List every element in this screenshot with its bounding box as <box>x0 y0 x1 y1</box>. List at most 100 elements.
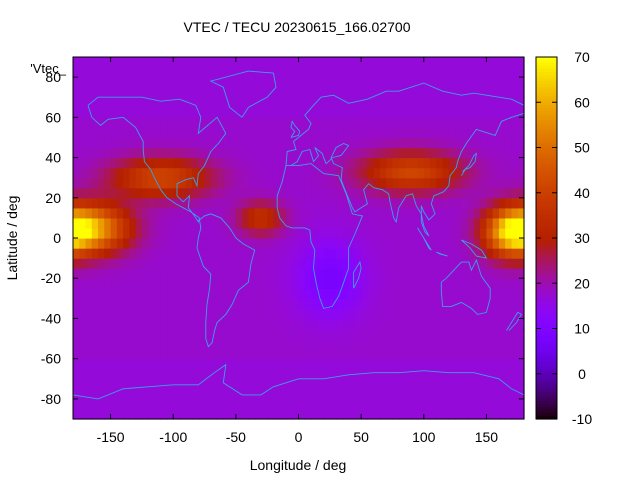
heatmap-cell <box>392 368 400 380</box>
heatmap-cell <box>354 147 362 159</box>
heatmap-cell <box>379 157 387 169</box>
heatmap-cell <box>473 388 481 400</box>
heatmap-cell <box>173 358 181 370</box>
heatmap-cell <box>461 298 469 309</box>
heatmap-cell <box>336 268 343 279</box>
heatmap-cell <box>336 167 343 179</box>
heatmap-cell <box>210 197 218 209</box>
heatmap-cell <box>273 227 281 239</box>
heatmap-cell <box>104 238 112 249</box>
heatmap-cell <box>79 147 87 159</box>
heatmap-cell <box>116 408 124 420</box>
heatmap-cell <box>430 147 437 159</box>
heatmap-cell <box>392 288 400 299</box>
heatmap-cell <box>342 97 350 108</box>
heatmap-cell <box>254 348 262 360</box>
heatmap-cell <box>198 258 206 269</box>
coastline-path <box>461 239 488 259</box>
heatmap-cell <box>411 308 419 320</box>
heatmap-cell <box>104 388 112 400</box>
colorbar-band <box>536 165 557 170</box>
heatmap-cell <box>361 97 369 108</box>
heatmap-cell <box>135 167 143 179</box>
heatmap-cell <box>404 408 412 420</box>
heatmap-cell <box>79 298 87 309</box>
heatmap-cell <box>185 117 193 128</box>
heatmap-cells <box>73 57 525 420</box>
heatmap-cell <box>448 348 456 360</box>
heatmap-cell <box>317 117 325 128</box>
heatmap-cell <box>505 388 513 400</box>
heatmap-cell <box>430 227 437 239</box>
heatmap-cell <box>467 368 475 380</box>
heatmap-cell <box>292 227 300 239</box>
heatmap-cell <box>492 348 500 360</box>
heatmap-cell <box>273 67 281 78</box>
heatmap-cell <box>298 298 306 309</box>
heatmap-cell <box>148 167 156 179</box>
heatmap-cell <box>348 77 356 88</box>
heatmap-cell <box>367 57 375 68</box>
heatmap-cell <box>173 248 181 259</box>
heatmap-cell <box>135 177 143 189</box>
heatmap-cell <box>354 318 362 330</box>
heatmap-cell <box>486 67 494 78</box>
heatmap-cell <box>323 398 331 410</box>
heatmap-cell <box>517 238 525 249</box>
heatmap-cell <box>141 97 149 108</box>
heatmap-cell <box>110 368 118 380</box>
heatmap-cell <box>367 67 375 78</box>
heatmap-cell <box>336 97 343 108</box>
heatmap-cell <box>436 378 444 390</box>
heatmap-cell <box>248 318 256 330</box>
heatmap-cell <box>217 227 224 239</box>
heatmap-cell <box>348 137 356 149</box>
heatmap-cell <box>273 368 281 380</box>
heatmap-cell <box>192 97 199 108</box>
heatmap-cell <box>98 197 105 209</box>
heatmap-cell <box>204 87 212 98</box>
heatmap-cell <box>285 127 293 139</box>
heatmap-cell <box>135 328 143 340</box>
heatmap-cell <box>273 87 281 98</box>
heatmap-cell <box>260 107 268 118</box>
heatmap-cell <box>329 177 337 189</box>
heatmap-cell <box>430 398 437 410</box>
colorbar-band <box>536 135 557 140</box>
heatmap-cell <box>154 278 162 289</box>
heatmap-cell <box>361 177 369 189</box>
heatmap-cell <box>116 278 124 289</box>
heatmap-cell <box>204 318 212 330</box>
heatmap-cell <box>179 177 187 189</box>
heatmap-cell <box>160 358 168 370</box>
heatmap-cell <box>392 217 400 229</box>
heatmap-cell <box>448 107 456 118</box>
heatmap-cell <box>267 157 275 169</box>
heatmap-cell <box>411 177 419 189</box>
heatmap-cell <box>123 207 130 219</box>
heatmap-cell <box>311 217 318 229</box>
heatmap-cell <box>154 348 162 360</box>
heatmap-cell <box>204 288 212 299</box>
heatmap-cell <box>461 278 469 289</box>
heatmap-cell <box>73 197 80 209</box>
heatmap-cell <box>311 328 318 340</box>
heatmap-cell <box>123 318 130 330</box>
heatmap-cell <box>430 177 437 189</box>
heatmap-cell <box>116 207 124 219</box>
colorbar-band <box>536 388 557 393</box>
heatmap-cell <box>292 197 300 209</box>
heatmap-cell <box>498 238 506 249</box>
heatmap-cell <box>423 268 431 279</box>
heatmap-cell <box>354 278 362 289</box>
heatmap-cell <box>116 107 124 118</box>
heatmap-cell <box>461 328 469 340</box>
heatmap-cell <box>386 167 394 179</box>
coastline-path <box>436 251 448 257</box>
heatmap-cell <box>455 57 462 68</box>
heatmap-cell <box>323 57 331 68</box>
heatmap-cell <box>348 177 356 189</box>
heatmap-cell <box>129 368 137 380</box>
heatmap-cell <box>173 137 181 149</box>
